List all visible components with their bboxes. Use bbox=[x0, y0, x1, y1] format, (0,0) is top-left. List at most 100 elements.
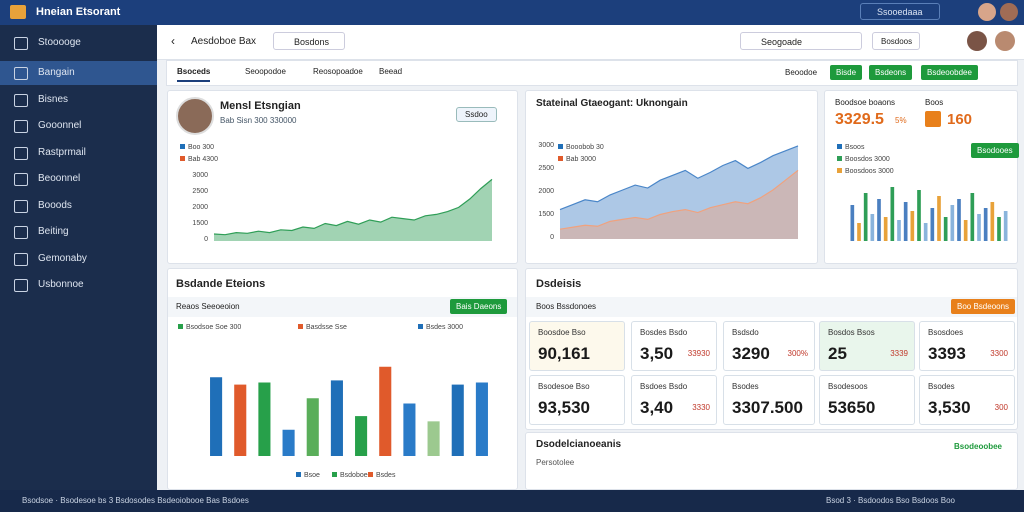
y-tick-label: 2500 bbox=[538, 165, 554, 172]
stat-card[interactable]: Bsodes 3,530 300 bbox=[919, 375, 1015, 425]
tab-bar: Bsoceds Seoopodoe Reosopoadoe Beead Beoodoe B… bbox=[166, 60, 1018, 86]
action-button[interactable]: Beoodoe bbox=[785, 68, 818, 77]
search[interactable]: Seogoade bbox=[740, 32, 862, 50]
legend-label: Bsdoboes bbox=[340, 472, 372, 479]
stat-card[interactable]: Bsodesoe Bso 93,530 bbox=[529, 375, 625, 425]
tab[interactable]: Reosopoadoe bbox=[313, 67, 363, 76]
legend-label: Bab 3000 bbox=[566, 156, 596, 163]
button[interactable]: Bosdoos bbox=[872, 32, 920, 50]
bar bbox=[877, 199, 881, 241]
bar bbox=[970, 193, 975, 241]
bar bbox=[330, 380, 343, 456]
bar bbox=[983, 208, 988, 241]
stat-note: 300 bbox=[994, 403, 1008, 412]
legend-label: Bsdes bbox=[376, 472, 396, 479]
stat-note: 3300 bbox=[990, 349, 1008, 358]
app-title: Hneian Etsorant bbox=[36, 6, 121, 18]
stat-label: Bsdoes Bsdo bbox=[640, 382, 688, 391]
panel: Stateinal Gtaeogant: Uknongain Booobob 3… bbox=[525, 90, 818, 264]
sidebar: Stooooge Bangain Bisnes Gooonnel Rastprmail B… bbox=[0, 25, 157, 490]
tab[interactable]: Bsoceds bbox=[177, 67, 211, 82]
bar bbox=[890, 187, 895, 241]
nav-item[interactable]: Gooonnel bbox=[0, 114, 157, 138]
bar bbox=[857, 223, 861, 241]
button[interactable]: Boo Bsdeoons bbox=[951, 299, 1016, 314]
legend-label: Bab 4300 bbox=[188, 156, 218, 163]
nav-item[interactable]: Rastprmail bbox=[0, 141, 157, 165]
dropdown[interactable]: Bosdons bbox=[273, 32, 345, 50]
nav-item[interactable]: Usbonnoe bbox=[0, 273, 157, 297]
stat-card[interactable]: Bsodesoos 53650 bbox=[819, 375, 915, 425]
bar bbox=[379, 366, 392, 456]
stat-value: 93,530 bbox=[538, 398, 590, 417]
nav-label: Bangain bbox=[38, 67, 75, 78]
legend-swatch bbox=[178, 324, 183, 329]
chart: Bsoos Boosdos 3000 Boosdoos 3000 bbox=[837, 144, 1008, 241]
legend-swatch bbox=[558, 156, 563, 161]
action-button[interactable]: Bsdeoobdee bbox=[921, 65, 978, 80]
nav-item[interactable]: Bangain bbox=[0, 61, 157, 85]
bar bbox=[258, 382, 271, 456]
nav-item[interactable]: Stooooge bbox=[0, 31, 157, 55]
stat-card[interactable]: Bosdos Bsos 25 3339 bbox=[819, 321, 915, 371]
button[interactable]: Ssdoo bbox=[456, 107, 497, 122]
back-arrow[interactable]: ‹ bbox=[171, 34, 175, 48]
badge-value: 160 bbox=[947, 111, 973, 128]
stat-card[interactable]: Bsdoes Bsdo 3,40 3330 bbox=[631, 375, 717, 425]
stat-note: 300% bbox=[787, 349, 808, 358]
nav-label: Stooooge bbox=[38, 37, 81, 48]
button[interactable]: Bsodooes bbox=[971, 143, 1019, 158]
action-button[interactable]: Bsdeons bbox=[869, 65, 913, 80]
legend-label: Boosdoos 3000 bbox=[845, 168, 894, 175]
nav-label: Beoonnel bbox=[38, 173, 81, 184]
link[interactable]: Bsodeoobee bbox=[954, 442, 1003, 451]
bar bbox=[863, 193, 868, 241]
stat-card[interactable]: Bosdes Bsdo 3,50 33930 bbox=[631, 321, 717, 371]
bar bbox=[475, 382, 488, 456]
nav-item[interactable]: Bisnes bbox=[0, 88, 157, 112]
avatar[interactable] bbox=[967, 31, 987, 51]
avatar[interactable] bbox=[995, 31, 1015, 51]
panel-title: Mensl Etsngian bbox=[220, 100, 301, 112]
panel: Mensl Etsngian Bab Sisn 300 330000 Ssdoo… bbox=[167, 90, 518, 264]
tab[interactable]: Beead bbox=[379, 67, 403, 76]
legend-swatch bbox=[837, 168, 842, 173]
stat-label: Bsodes bbox=[732, 382, 759, 391]
legend-label: Boo 300 bbox=[188, 144, 214, 151]
bar bbox=[870, 214, 875, 241]
legend-swatch bbox=[837, 144, 842, 149]
nav-item[interactable]: Beoonnel bbox=[0, 167, 157, 191]
button[interactable]: Bais Daeons bbox=[450, 299, 508, 314]
stat-card[interactable]: Bsodes 3307.500 bbox=[723, 375, 815, 425]
action-button[interactable]: Bisde bbox=[830, 65, 863, 80]
stat-value: 3290 bbox=[732, 344, 770, 363]
stat-note: 3339 bbox=[890, 349, 908, 358]
stat-card[interactable]: Bsdsdo 3290 300% bbox=[723, 321, 815, 371]
bar bbox=[950, 205, 955, 241]
stat-value: 3,50 bbox=[640, 344, 674, 363]
nav-item[interactable]: Gemonaby bbox=[0, 247, 157, 271]
nav-item[interactable]: Booods bbox=[0, 194, 157, 218]
stat-card[interactable]: Bsosdoes 3393 3300 bbox=[919, 321, 1015, 371]
bar bbox=[997, 217, 1001, 241]
panel-title: Stateinal Gtaeogant: Uknongain bbox=[536, 98, 688, 109]
tab[interactable]: Seoopodoe bbox=[245, 67, 286, 76]
nav-label: Rastprmail bbox=[38, 146, 86, 158]
search[interactable]: Ssooedaaa bbox=[860, 3, 940, 20]
bar bbox=[943, 217, 948, 241]
avatar[interactable] bbox=[978, 3, 996, 21]
nav-icon bbox=[14, 93, 28, 107]
stat-card[interactable]: Boosdoe Bso 90,161 bbox=[529, 321, 625, 371]
legend-swatch bbox=[418, 324, 423, 329]
stat-label: Bosdes Bsdo bbox=[640, 328, 688, 337]
footer: Bsodsoe · Bsodesoe bs 3 Bsdosodes Bsdeoi… bbox=[0, 490, 1024, 512]
bar bbox=[963, 220, 968, 241]
avatar[interactable] bbox=[1000, 3, 1018, 21]
panel: Boodsoe boaons 3329.5 5% Boos 160 Bsodoo… bbox=[824, 90, 1019, 264]
badge-icon bbox=[925, 111, 941, 127]
logo bbox=[10, 5, 26, 19]
panel: Dsodelcianoeanis Persotolee Bsodeoobee bbox=[525, 432, 1018, 490]
nav-icon bbox=[14, 252, 28, 266]
nav-item[interactable]: Beiting bbox=[0, 220, 157, 244]
panel-title: Dsdeisis bbox=[536, 278, 582, 290]
